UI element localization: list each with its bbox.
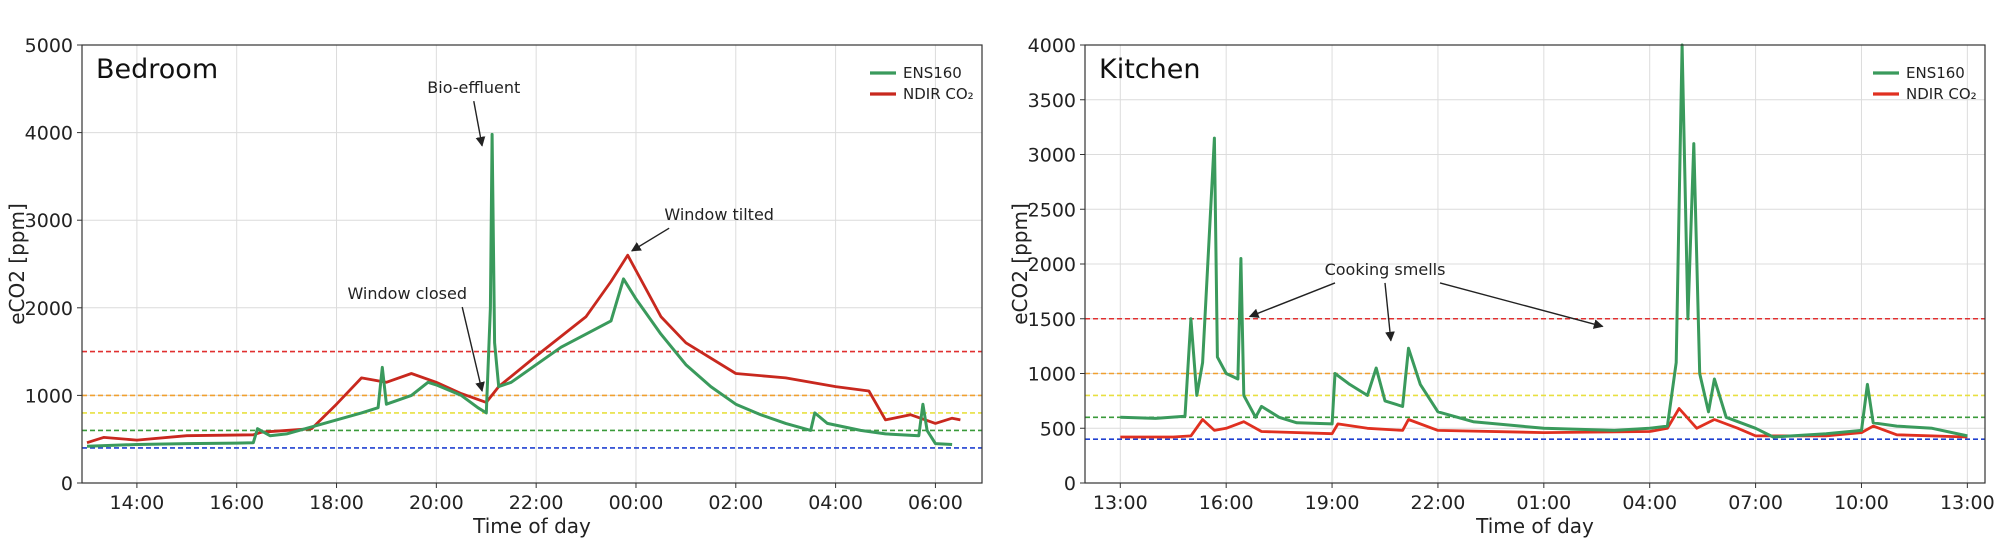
y-tick-label: 0 xyxy=(1064,473,1076,495)
series-line-ens160 xyxy=(86,132,953,448)
series-line-ens160 xyxy=(1120,43,1968,439)
y-tick-label: 3000 xyxy=(25,210,73,232)
kitchen-chart: 0 500 1000 1500 2000 2500 3000 3500 4000 13:00 16:… xyxy=(1008,35,1995,538)
annotation-arrow xyxy=(1439,282,1604,329)
y-tick-label: 2500 xyxy=(1028,199,1076,221)
y-tick-label: 0 xyxy=(61,473,73,495)
y-tick-label: 3500 xyxy=(1028,90,1076,112)
annotation-arrow xyxy=(461,306,485,392)
x-axis-label: Time of day xyxy=(472,514,591,538)
legend-label: NDIR CO₂ xyxy=(903,85,974,103)
annotation-label: Window closed xyxy=(347,284,467,303)
x-tick-label: 06:00 xyxy=(908,492,963,514)
x-tick-label: 16:00 xyxy=(209,492,264,514)
y-tick-label: 500 xyxy=(1040,418,1076,440)
x-tick-label: 01:00 xyxy=(1516,492,1571,514)
y-tick-label: 2000 xyxy=(25,298,73,320)
x-tick-label: 04:00 xyxy=(1622,492,1677,514)
x-tick-label: 18:00 xyxy=(309,492,364,514)
annotation-label: Window tilted xyxy=(664,205,774,224)
x-tick-label: 13:00 xyxy=(1940,492,1995,514)
annotation-arrow xyxy=(1248,282,1336,318)
y-tick-label: 5000 xyxy=(25,35,73,57)
x-tick-label: 10:00 xyxy=(1834,492,1889,514)
legend-label: ENS160 xyxy=(1906,64,1965,82)
panel-title: Kitchen xyxy=(1099,54,1200,85)
x-tick-label: 00:00 xyxy=(609,492,664,514)
y-tick-label: 2000 xyxy=(1028,254,1076,276)
series-line-ndir-co2 xyxy=(86,253,961,445)
x-tick-label: 04:00 xyxy=(808,492,863,514)
y-tick-label: 4000 xyxy=(1028,35,1076,57)
legend-label: ENS160 xyxy=(903,64,962,82)
x-tick-label: 22:00 xyxy=(509,492,564,514)
x-tick-label: 02:00 xyxy=(708,492,763,514)
annotation-label: Cooking smells xyxy=(1325,260,1446,279)
y-tick-label: 3000 xyxy=(1028,145,1076,167)
annotation-arrow xyxy=(630,227,670,252)
panel-title: Bedroom xyxy=(96,54,218,85)
x-tick-label: 07:00 xyxy=(1728,492,1783,514)
annotation-label: Bio-effluent xyxy=(427,78,520,97)
x-tick-label: 16:00 xyxy=(1199,492,1254,514)
x-tick-label: 19:00 xyxy=(1305,492,1360,514)
bedroom-chart: 0 1000 2000 3000 4000 5000 14:00 16:00 18:00 20:0… xyxy=(5,35,983,538)
y-tick-label: 1500 xyxy=(1028,309,1076,331)
y-axis-label: eCO2 [ppm] xyxy=(1008,203,1032,325)
plot-frame xyxy=(81,44,983,484)
x-tick-label: 14:00 xyxy=(110,492,165,514)
x-tick-label: 22:00 xyxy=(1411,492,1466,514)
x-axis-label: Time of day xyxy=(1475,514,1594,538)
annotation-arrow xyxy=(1384,282,1395,342)
x-tick-label: 13:00 xyxy=(1093,492,1148,514)
annotation-arrow xyxy=(473,101,486,147)
y-axis-label: eCO2 [ppm] xyxy=(5,203,29,325)
y-tick-label: 4000 xyxy=(25,123,73,145)
legend-label: NDIR CO₂ xyxy=(1906,85,1977,103)
y-tick-label: 1000 xyxy=(1028,364,1076,386)
x-tick-label: 20:00 xyxy=(409,492,464,514)
y-tick-label: 1000 xyxy=(25,385,73,407)
